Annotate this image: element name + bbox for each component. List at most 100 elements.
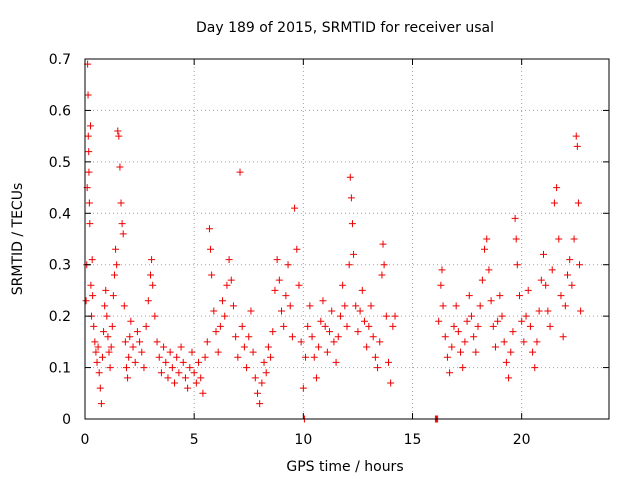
- data-point: [546, 322, 554, 330]
- data-point: [207, 245, 215, 253]
- data-point: [512, 235, 520, 243]
- data-point: [147, 271, 154, 279]
- data-point: [481, 245, 489, 253]
- data-point: [127, 317, 135, 325]
- data-point: [247, 307, 255, 315]
- y-tick-label: 0.6: [49, 103, 71, 119]
- data-point: [326, 328, 334, 336]
- data-point: [365, 322, 373, 330]
- data-point: [557, 292, 565, 300]
- data-point: [435, 317, 443, 325]
- grid-layer: [85, 59, 609, 419]
- data-point: [148, 256, 156, 264]
- data-point: [203, 338, 211, 346]
- data-point: [267, 353, 275, 361]
- data-point: [181, 374, 189, 382]
- data-point: [96, 384, 104, 392]
- data-point: [97, 400, 105, 408]
- x-tick-label: 10: [294, 432, 312, 448]
- data-point: [297, 338, 305, 346]
- data-point: [278, 307, 285, 315]
- data-point: [438, 266, 446, 274]
- data-point: [108, 322, 116, 330]
- data-point: [304, 322, 312, 330]
- data-point: [126, 333, 134, 341]
- data-point: [360, 317, 368, 325]
- data-point: [87, 281, 95, 289]
- data-point: [450, 322, 458, 330]
- data-point: [319, 297, 327, 305]
- data-point: [109, 292, 117, 300]
- data-point: [529, 348, 537, 356]
- data-point: [262, 369, 270, 377]
- data-point: [90, 322, 98, 330]
- data-point: [124, 374, 132, 382]
- data-point: [221, 312, 229, 320]
- data-point: [188, 348, 196, 356]
- data-point: [358, 286, 366, 294]
- data-point: [273, 256, 281, 264]
- data-point: [526, 322, 534, 330]
- data-point: [175, 369, 183, 377]
- data-point: [352, 302, 360, 310]
- points-layer: [82, 60, 585, 423]
- data-point: [173, 353, 181, 361]
- data-point: [498, 312, 506, 320]
- data-point: [367, 302, 375, 310]
- data-point: [363, 343, 371, 351]
- data-point: [568, 281, 576, 289]
- data-point: [186, 364, 194, 372]
- data-point: [437, 281, 445, 289]
- data-point: [238, 322, 246, 330]
- data-point: [511, 214, 519, 222]
- data-point: [119, 230, 127, 238]
- data-point: [391, 312, 399, 320]
- data-point: [101, 302, 109, 310]
- data-point: [192, 379, 200, 387]
- data-point: [162, 358, 170, 366]
- data-point: [110, 271, 118, 279]
- data-point: [271, 286, 279, 294]
- data-point: [205, 225, 213, 233]
- data-point: [348, 220, 356, 228]
- data-point: [465, 292, 473, 300]
- data-point: [98, 353, 106, 361]
- data-point: [378, 271, 386, 279]
- data-point: [491, 343, 499, 351]
- data-point: [566, 256, 574, 264]
- data-point: [500, 338, 508, 346]
- data-point: [92, 348, 100, 356]
- data-point: [380, 261, 388, 269]
- data-point: [350, 250, 358, 258]
- x-axis-label: GPS time / hours: [286, 459, 403, 475]
- data-point: [195, 358, 203, 366]
- data-point: [212, 328, 220, 336]
- data-point: [151, 312, 159, 320]
- y-tick-label: 0: [62, 412, 71, 428]
- data-point: [540, 250, 547, 258]
- data-point: [155, 353, 163, 361]
- data-point: [122, 364, 130, 372]
- data-point: [229, 302, 237, 310]
- data-point: [308, 333, 316, 341]
- data-point: [249, 348, 257, 356]
- data-point: [561, 302, 569, 310]
- chart-title: Day 189 of 2015, SRMTID for receiver usa…: [196, 20, 494, 36]
- data-point: [299, 384, 307, 392]
- data-point: [190, 369, 198, 377]
- data-point: [446, 369, 454, 377]
- data-point: [524, 286, 532, 294]
- data-point: [310, 353, 318, 361]
- data-point: [443, 353, 451, 361]
- data-point: [564, 271, 572, 279]
- data-point: [374, 364, 382, 372]
- y-tick-label: 0.3: [49, 258, 71, 274]
- data-point: [104, 333, 112, 341]
- y-tick-label: 0.4: [49, 206, 71, 222]
- data-point: [107, 343, 115, 351]
- data-point: [112, 245, 120, 253]
- data-point: [120, 302, 128, 310]
- data-point: [86, 220, 94, 228]
